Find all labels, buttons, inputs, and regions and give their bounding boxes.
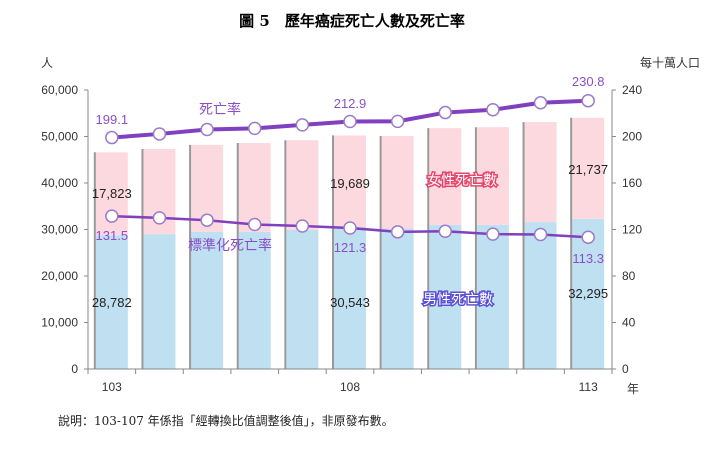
bar-female bbox=[429, 128, 462, 225]
y-left-tick-label: 0 bbox=[71, 362, 78, 376]
rate-series-label: 死亡率 bbox=[199, 101, 241, 117]
bar-male bbox=[334, 226, 366, 369]
std-rate-point bbox=[152, 211, 167, 225]
std-rate-series-label: 標準化死亡率 bbox=[188, 237, 272, 253]
rate-point bbox=[105, 130, 119, 145]
std-rate-point bbox=[390, 225, 405, 239]
female-series-label: 女性死亡數 bbox=[427, 172, 497, 188]
y-left-tick-label: 40,000 bbox=[41, 176, 78, 190]
female-data-label: 19,689 bbox=[330, 176, 370, 191]
male-data-label: 32,295 bbox=[568, 286, 608, 301]
bar-female bbox=[334, 135, 366, 227]
std-rate-point bbox=[295, 219, 310, 233]
rate-point bbox=[152, 127, 167, 141]
std-rate-point bbox=[343, 221, 357, 235]
std-rate-data-label: 113.3 bbox=[572, 251, 604, 266]
y-left-tick-label: 60,000 bbox=[41, 83, 78, 97]
y-left-tick-label: 30,000 bbox=[41, 223, 78, 237]
right-axis-label: 每十萬人口 bbox=[640, 55, 700, 70]
female-data-label: 21,737 bbox=[568, 162, 608, 177]
std-rate-point bbox=[438, 224, 453, 238]
bar-male bbox=[524, 222, 557, 369]
std-rate-data-label: 121.3 bbox=[334, 240, 367, 255]
bar-female bbox=[381, 136, 414, 229]
left-axis-label: 人 bbox=[41, 56, 53, 70]
x-axis-unit: 年 bbox=[627, 382, 639, 396]
bar-male bbox=[238, 231, 271, 369]
bar-male bbox=[381, 228, 414, 369]
bar-male bbox=[191, 231, 224, 369]
x-tick-label: 113 bbox=[579, 380, 598, 394]
rate-point bbox=[343, 114, 357, 129]
rate-point bbox=[247, 121, 262, 136]
bar-female bbox=[238, 143, 271, 232]
y-left-tick-label: 20,000 bbox=[41, 269, 78, 283]
y-right-tick-label: 200 bbox=[622, 130, 642, 144]
bar-male bbox=[476, 224, 509, 369]
std-rate-point bbox=[247, 217, 262, 232]
bar-male bbox=[95, 235, 128, 369]
female-data-label: 17,823 bbox=[92, 186, 132, 201]
std-rate-data-label: 131.5 bbox=[96, 228, 129, 243]
footnote: 說明：103-107 年係指「經轉換比值調整後值」，非原發布數。 bbox=[58, 413, 394, 428]
y-right-tick-label: 0 bbox=[622, 362, 629, 376]
bar-female bbox=[286, 140, 319, 230]
rate-point bbox=[533, 96, 548, 110]
y-right-tick-label: 160 bbox=[622, 176, 642, 190]
x-tick-label: 108 bbox=[340, 380, 360, 394]
rate-point bbox=[295, 118, 310, 132]
y-left-tick-label: 50,000 bbox=[41, 130, 78, 144]
rate-data-label: 230.8 bbox=[572, 74, 605, 89]
x-tick-label: 103 bbox=[102, 380, 122, 394]
bar-female bbox=[524, 122, 557, 223]
std-rate-point bbox=[105, 209, 119, 223]
y-right-tick-label: 240 bbox=[622, 83, 642, 97]
y-right-tick-label: 80 bbox=[622, 269, 636, 283]
rate-data-label: 212.9 bbox=[334, 96, 367, 111]
rate-point bbox=[438, 105, 453, 120]
rate-point bbox=[390, 114, 405, 129]
bar-female bbox=[572, 117, 605, 219]
rate-point bbox=[486, 103, 500, 117]
bar-male bbox=[286, 229, 319, 369]
rate-point bbox=[200, 122, 214, 137]
chart-title: 圖 5 歷年癌症死亡人數及死亡率 bbox=[239, 12, 465, 30]
bar-male bbox=[143, 234, 176, 369]
male-series-label: 男性死亡數 bbox=[423, 291, 493, 307]
rate-point bbox=[581, 93, 595, 108]
male-data-label: 30,543 bbox=[330, 295, 370, 310]
std-rate-point bbox=[581, 230, 595, 245]
y-right-tick-label: 40 bbox=[622, 316, 636, 330]
bar-female bbox=[476, 127, 509, 225]
std-rate-point bbox=[200, 213, 214, 227]
std-rate-point bbox=[533, 227, 548, 242]
y-right-tick-label: 120 bbox=[622, 223, 642, 237]
male-data-label: 28,782 bbox=[92, 295, 132, 310]
bar-male bbox=[429, 224, 462, 369]
y-left-tick-label: 10,000 bbox=[41, 316, 78, 330]
rate-data-label: 199.1 bbox=[96, 112, 129, 127]
std-rate-point bbox=[486, 227, 500, 241]
